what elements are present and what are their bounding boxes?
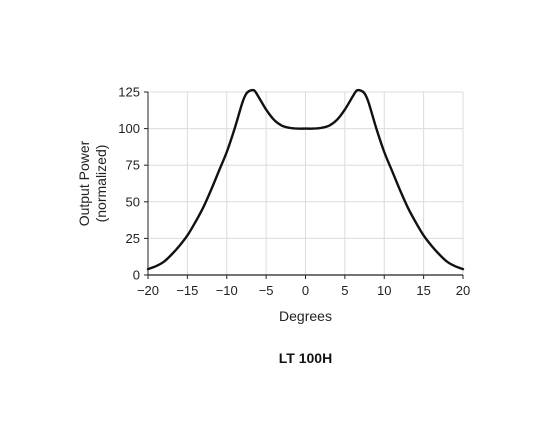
grid-lines	[147, 91, 464, 276]
x-axis-title: Degrees	[279, 308, 332, 324]
series-layer	[146, 88, 465, 271]
series-line	[146, 88, 465, 271]
y-tick-label: 0	[133, 268, 140, 283]
y-tick-label: 50	[126, 194, 140, 209]
tick-labels: −20 −15 −10 −5 0 5 10 15 20 0 25 50 75 100 125	[118, 85, 470, 299]
y-tick-label: 100	[118, 121, 140, 136]
x-tick-label: 0	[302, 283, 309, 298]
x-tick-label: 15	[416, 283, 430, 298]
x-tick-label: 5	[341, 283, 348, 298]
x-tick-label: 20	[456, 283, 470, 298]
x-tick-label: −10	[216, 283, 238, 298]
y-tick-label: 125	[118, 85, 140, 100]
axes	[144, 91, 464, 279]
y-axis-title-line-2: (normalized)	[93, 145, 109, 223]
y-axis-title-line-1: Output Power	[76, 140, 92, 226]
x-tick-label: 10	[377, 283, 391, 298]
x-tick-label: −20	[137, 283, 159, 298]
y-axis-title: Output Power (normalized)	[76, 140, 109, 226]
y-tick-label: 75	[126, 158, 140, 173]
y-tick-label: 25	[126, 231, 140, 246]
chart-title: LT 100H	[279, 350, 332, 366]
x-tick-label: −15	[176, 283, 198, 298]
x-tick-label: −5	[259, 283, 274, 298]
